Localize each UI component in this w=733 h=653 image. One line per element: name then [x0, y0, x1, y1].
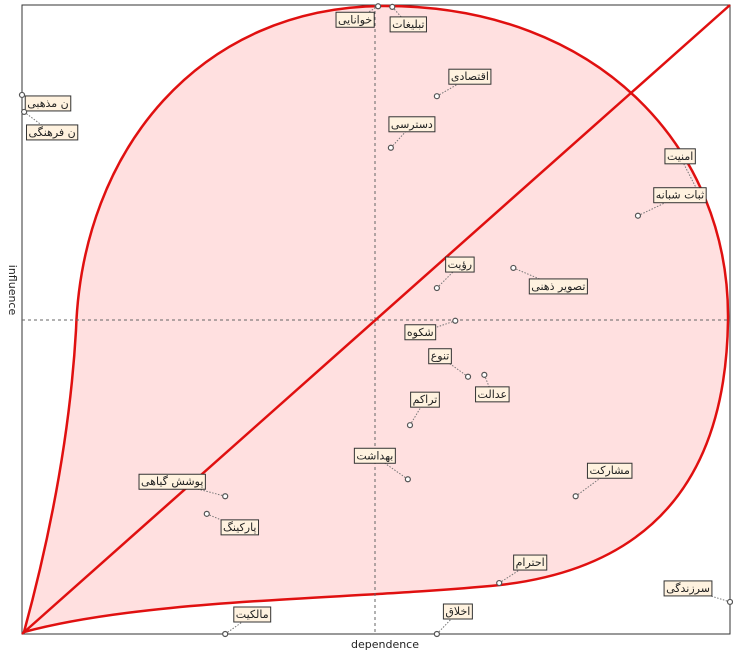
- point-label: احترام: [516, 556, 545, 569]
- leader-line: [513, 267, 559, 288]
- label-box: [664, 148, 696, 165]
- label-box: [25, 124, 79, 141]
- y-axis-label: influence: [6, 265, 19, 316]
- label-box: [220, 519, 260, 536]
- point-label: مشارکت: [589, 464, 630, 477]
- point-label: تبلیغات: [392, 18, 424, 31]
- label-box: [138, 473, 206, 490]
- leader-line: [483, 374, 493, 396]
- label-box: [442, 603, 473, 620]
- label-box: [475, 386, 510, 403]
- point: [464, 373, 472, 380]
- point: [452, 317, 459, 324]
- point-label: شکوه: [407, 326, 434, 339]
- label-box: [428, 348, 452, 365]
- point-label: مالکیت: [236, 608, 269, 621]
- point: [222, 630, 229, 638]
- point-label: سرزندگی: [666, 582, 710, 595]
- leader-line: [575, 470, 610, 497]
- point-label: خوانایی: [338, 13, 372, 26]
- point: [433, 93, 440, 100]
- label-box: [586, 462, 633, 479]
- point: [406, 422, 414, 429]
- point-label: تراکم: [413, 393, 438, 406]
- point: [389, 3, 396, 10]
- point-label: ثبات شبانه: [656, 189, 704, 202]
- label-box: [445, 256, 475, 273]
- point: [433, 284, 440, 292]
- point-label: اخلاق: [445, 605, 470, 618]
- leader-line: [679, 156, 699, 193]
- label-box: [404, 324, 437, 341]
- point: [572, 493, 579, 500]
- diagonal: [21, 4, 731, 635]
- label-box: [663, 580, 713, 597]
- point: [203, 510, 210, 517]
- point: [387, 144, 394, 151]
- point-label: پوشش گیاهی: [141, 475, 203, 488]
- point: [222, 493, 229, 500]
- point-label: ن مذهبی: [27, 97, 69, 110]
- label-box: [335, 11, 375, 28]
- point: [634, 212, 642, 219]
- point: [510, 264, 517, 272]
- leader-line: [391, 6, 409, 26]
- point-label: عدالت: [478, 388, 508, 401]
- point-label: امنیت: [667, 150, 693, 163]
- point-label: پارکینگ: [223, 521, 256, 534]
- point: [21, 108, 28, 116]
- label-box: [388, 116, 436, 133]
- point: [496, 579, 503, 587]
- leader-line: [436, 76, 471, 97]
- leader-line: [390, 124, 413, 149]
- point: [726, 598, 733, 606]
- point-label: اقتصادی: [451, 70, 489, 83]
- point-label: دسترسی: [391, 118, 433, 131]
- point-label: تصویر ذهنی: [531, 280, 585, 293]
- label-box: [653, 187, 707, 204]
- point-label: بهداشت: [356, 449, 393, 462]
- point: [404, 476, 411, 483]
- point-label: ن فرهنگی: [28, 126, 75, 139]
- label-box: [389, 16, 427, 33]
- x-axis-label: dependence: [351, 638, 419, 651]
- label-box: [448, 68, 492, 85]
- point-label: تنوع: [431, 350, 450, 363]
- point: [18, 91, 26, 99]
- point-label: رؤیت: [448, 258, 473, 271]
- point: [481, 371, 488, 378]
- label-box: [528, 278, 588, 295]
- label-box: [513, 554, 548, 571]
- label-box: [353, 447, 396, 464]
- point: [375, 3, 382, 10]
- label-box: [410, 391, 440, 408]
- label-box: [233, 606, 272, 623]
- label-box: [24, 95, 72, 112]
- point: [433, 630, 440, 638]
